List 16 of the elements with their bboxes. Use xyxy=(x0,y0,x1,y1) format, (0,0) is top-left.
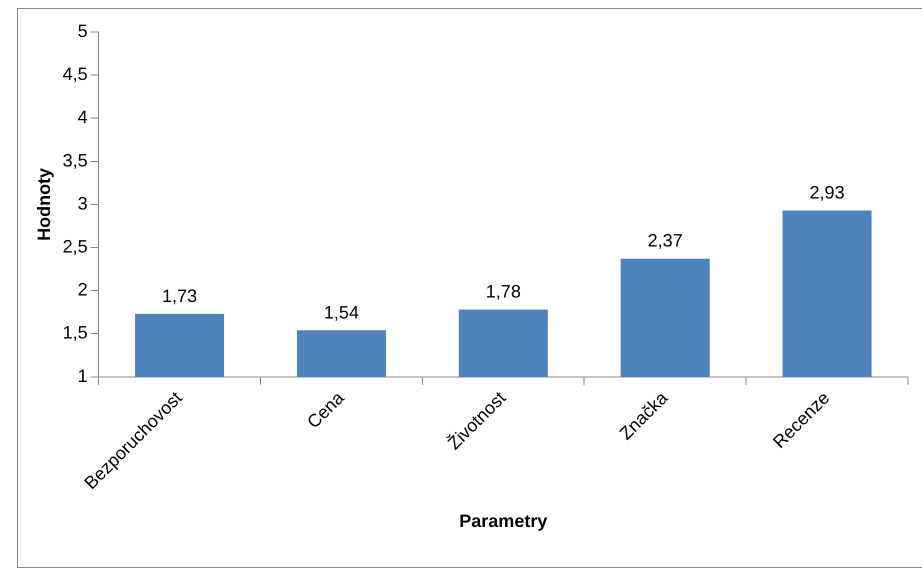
y-tick-label: 1 xyxy=(78,366,88,386)
y-tick-label: 5 xyxy=(78,20,88,41)
data-label: 2,93 xyxy=(810,182,845,202)
y-tick-label: 3,5 xyxy=(62,150,88,170)
data-label: 2,37 xyxy=(648,230,683,251)
y-tick-label: 2,5 xyxy=(62,236,88,257)
y-tick-label: 3 xyxy=(78,193,88,214)
data-label: 1,54 xyxy=(324,302,359,322)
data-label: 1,78 xyxy=(486,282,521,302)
data-label: 1,73 xyxy=(162,286,198,306)
y-tick-label: 1,5 xyxy=(62,322,88,343)
y-tick-label: 4,5 xyxy=(62,64,88,84)
y-tick-label: 2 xyxy=(78,280,88,300)
y-axis-title: Hodnoty xyxy=(34,168,54,241)
y-tick-label: 4 xyxy=(78,107,88,128)
x-axis-title: Parametry xyxy=(459,511,548,532)
